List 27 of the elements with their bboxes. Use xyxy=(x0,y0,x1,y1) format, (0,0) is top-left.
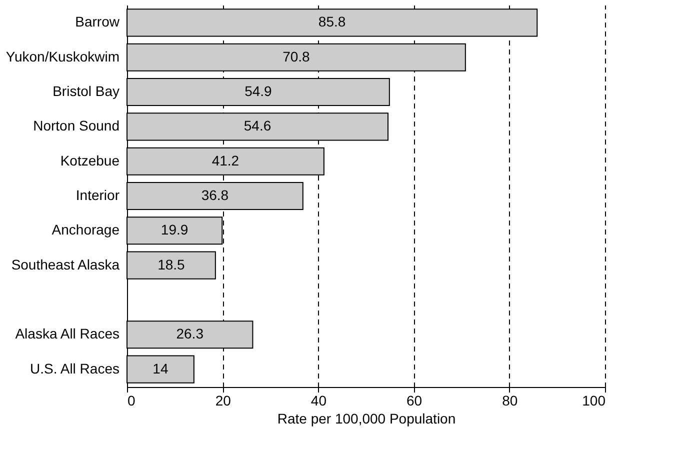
data-label: 85.8 xyxy=(318,14,346,30)
y-tick-label: Southeast Alaska xyxy=(11,256,120,272)
y-tick-label: Yukon/Kuskokwim xyxy=(6,48,120,64)
y-tick-label: Kotzebue xyxy=(60,152,120,168)
y-tick-label: U.S. All Races xyxy=(30,360,120,376)
data-label: 14 xyxy=(152,360,168,376)
data-label: 36.8 xyxy=(201,187,229,203)
data-label: 41.2 xyxy=(212,152,240,168)
x-axis-title: Rate per 100,000 Population xyxy=(277,410,456,426)
y-tick-label: Norton Sound xyxy=(33,118,120,134)
x-tick-label: 100 xyxy=(582,392,606,408)
y-tick-label: Barrow xyxy=(75,14,120,30)
y-tick-label: Interior xyxy=(76,187,120,203)
y-tick-label: Alaska All Races xyxy=(15,326,120,342)
data-label: 54.6 xyxy=(244,118,272,134)
data-label: 26.3 xyxy=(176,326,204,342)
x-tick-label: 20 xyxy=(215,392,232,408)
data-label: 70.8 xyxy=(282,48,310,64)
y-tick-label: Bristol Bay xyxy=(52,83,120,100)
x-tick-label: 0 xyxy=(128,392,136,408)
x-tick-label: 80 xyxy=(502,392,518,408)
data-label: 19.9 xyxy=(160,222,188,238)
y-tick-label: Anchorage xyxy=(52,222,120,238)
data-label: 54.9 xyxy=(244,83,272,100)
x-tick-label: 40 xyxy=(310,392,327,408)
x-tick-label: 60 xyxy=(406,392,422,408)
data-label: 18.5 xyxy=(158,256,186,272)
